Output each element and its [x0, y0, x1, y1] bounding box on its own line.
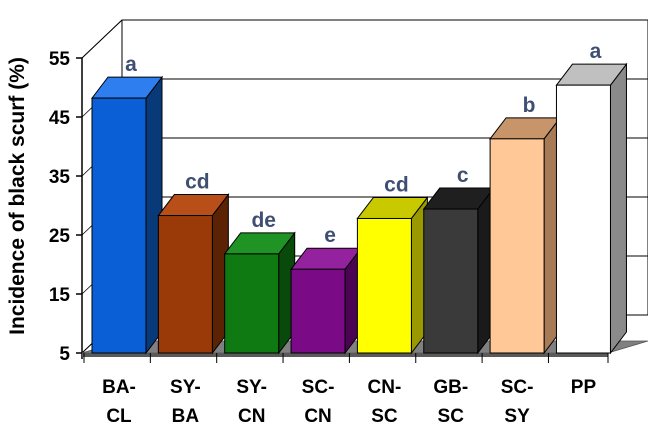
x-tick-label: SY-: [170, 377, 201, 398]
significance-label: cd: [384, 173, 409, 196]
significance-label: b: [523, 94, 536, 117]
bars: a cd de e cd c b a: [90, 40, 628, 355]
bar-group: e: [290, 224, 363, 355]
x-tick-label: SC: [438, 406, 465, 427]
x-tick-label: SC: [371, 406, 398, 427]
x-tick-label: BA-: [102, 377, 136, 398]
bar-group: cd: [356, 173, 429, 355]
x-tick-label: SC-: [302, 377, 335, 398]
bar: [224, 253, 280, 354]
y-tick-label: 15: [49, 285, 71, 306]
x-axis-categories: BA- CL SY- BA SY- CN SC- CN CN- SC GB- SC SC- SY PP: [83, 353, 609, 427]
bar-group: a: [90, 53, 164, 355]
y-tick-label: 45: [49, 108, 71, 129]
significance-label: a: [125, 53, 137, 76]
significance-label: a: [590, 40, 602, 63]
x-tick-label: CN-: [368, 377, 402, 398]
bar-group: b: [489, 94, 562, 355]
bar-group: a: [555, 40, 628, 355]
bar: [489, 138, 545, 354]
significance-label: e: [324, 224, 336, 247]
bar: [290, 268, 346, 354]
x-tick-label: SY-: [236, 377, 267, 398]
x-tick-label: BA: [172, 406, 200, 427]
bar-group: c: [422, 164, 495, 355]
x-tick-label: SC-: [501, 377, 534, 398]
bar: [91, 97, 147, 354]
x-tick-label: PP: [571, 377, 597, 398]
bar: [555, 84, 611, 354]
bar-group: de: [223, 209, 296, 355]
bar: [356, 217, 412, 354]
y-axis-ticks: 5 15 25 35 45 55: [49, 49, 82, 365]
x-tick-label: CN: [238, 406, 265, 427]
x-tick-label: SY: [504, 406, 530, 427]
floor-front: [82, 353, 608, 357]
y-tick-label: 55: [49, 49, 71, 70]
bar: [423, 208, 479, 354]
y-tick-label: 5: [59, 344, 70, 365]
bar-group: cd: [157, 171, 230, 355]
y-tick-label: 35: [49, 167, 71, 188]
x-tick-label: CN: [304, 406, 331, 427]
y-axis-label: Incidence of black scurf (%): [6, 57, 29, 335]
significance-label: de: [251, 209, 276, 232]
y-tick-label: 25: [49, 226, 71, 247]
x-tick-label: CL: [106, 406, 132, 427]
bar-side: [609, 62, 627, 355]
gridline-side: [81, 19, 123, 59]
x-tick-label: GB-: [433, 377, 468, 398]
bar: [157, 215, 213, 354]
significance-label: cd: [185, 171, 210, 194]
significance-label: c: [457, 164, 469, 187]
